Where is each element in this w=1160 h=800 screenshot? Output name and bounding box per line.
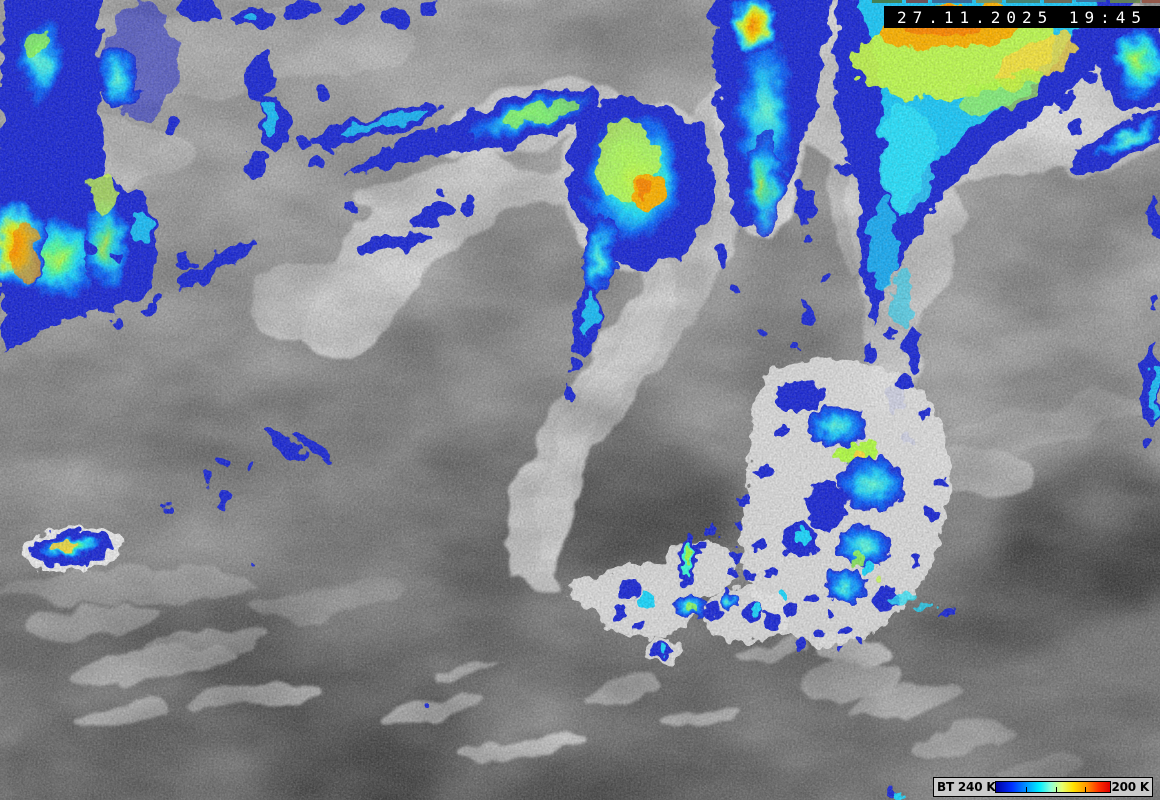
timestamp-text: 27.11.2025 19:45 xyxy=(896,7,1148,27)
legend-tick xyxy=(1085,787,1087,792)
timestamp-overlay: 27.11.2025 19:45 xyxy=(884,6,1160,28)
legend-label-max: 200 K xyxy=(1111,780,1149,794)
legend-colorbar xyxy=(995,781,1112,793)
legend-label-min: BT 240 K xyxy=(937,780,996,794)
legend-tick xyxy=(1026,787,1028,792)
telemetry-noise-strip xyxy=(872,0,1160,3)
colorbar-legend: BT 240 K 200 K xyxy=(933,777,1153,797)
legend-tick xyxy=(1055,787,1057,792)
